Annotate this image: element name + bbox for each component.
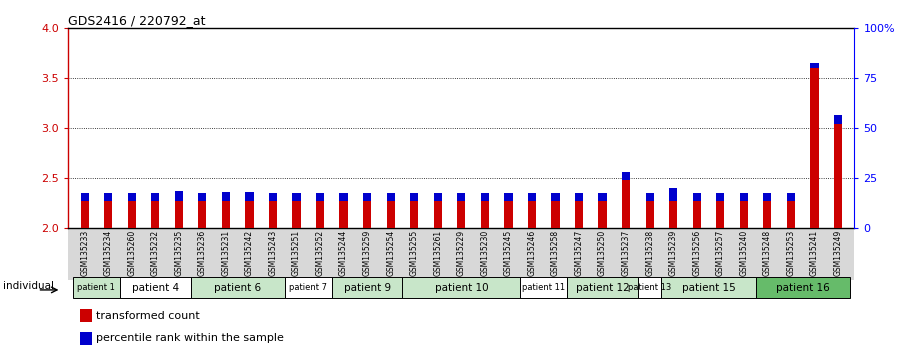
- Bar: [80, 332, 92, 345]
- Text: patient 6: patient 6: [215, 282, 261, 293]
- FancyBboxPatch shape: [567, 277, 638, 298]
- Text: patient 16: patient 16: [775, 282, 830, 293]
- Text: patient 9: patient 9: [344, 282, 391, 293]
- Bar: [457, 201, 465, 228]
- Text: transformed count: transformed count: [96, 311, 200, 321]
- FancyBboxPatch shape: [638, 277, 662, 298]
- Bar: [339, 193, 348, 201]
- Bar: [528, 201, 536, 228]
- Text: patient 13: patient 13: [628, 283, 671, 292]
- Bar: [716, 201, 724, 228]
- Bar: [504, 201, 513, 228]
- Text: patient 7: patient 7: [289, 283, 327, 292]
- Bar: [645, 201, 654, 228]
- Bar: [716, 193, 724, 201]
- Bar: [198, 193, 206, 201]
- Bar: [410, 193, 418, 201]
- Bar: [669, 201, 677, 228]
- Bar: [316, 193, 325, 201]
- Bar: [528, 193, 536, 201]
- Bar: [434, 193, 442, 201]
- Bar: [645, 193, 654, 201]
- Bar: [481, 193, 489, 201]
- Bar: [104, 193, 113, 201]
- Bar: [810, 63, 819, 68]
- Text: GDS2416 / 220792_at: GDS2416 / 220792_at: [68, 14, 205, 27]
- Text: patient 10: patient 10: [435, 282, 488, 293]
- Bar: [834, 115, 842, 124]
- Bar: [316, 201, 325, 228]
- Bar: [363, 193, 371, 201]
- Bar: [269, 193, 277, 201]
- Bar: [222, 192, 230, 201]
- Bar: [504, 193, 513, 201]
- Bar: [740, 193, 748, 201]
- Bar: [151, 193, 159, 201]
- Text: patient 4: patient 4: [132, 282, 179, 293]
- Bar: [481, 201, 489, 228]
- Bar: [81, 201, 89, 228]
- FancyBboxPatch shape: [73, 277, 120, 298]
- Bar: [552, 193, 560, 201]
- Bar: [339, 201, 348, 228]
- Bar: [386, 193, 395, 201]
- Bar: [80, 309, 92, 322]
- Bar: [127, 193, 135, 201]
- Bar: [293, 201, 301, 228]
- Bar: [293, 193, 301, 201]
- Bar: [764, 201, 772, 228]
- Bar: [410, 201, 418, 228]
- FancyBboxPatch shape: [662, 277, 755, 298]
- Bar: [198, 201, 206, 228]
- Bar: [834, 124, 842, 228]
- Bar: [104, 201, 113, 228]
- Bar: [151, 201, 159, 228]
- Text: patient 15: patient 15: [682, 282, 735, 293]
- Bar: [598, 201, 606, 228]
- FancyBboxPatch shape: [755, 277, 850, 298]
- Bar: [386, 201, 395, 228]
- FancyBboxPatch shape: [403, 277, 520, 298]
- Bar: [740, 201, 748, 228]
- FancyBboxPatch shape: [191, 277, 285, 298]
- FancyBboxPatch shape: [285, 277, 332, 298]
- Bar: [81, 193, 89, 201]
- FancyBboxPatch shape: [120, 277, 191, 298]
- Bar: [669, 188, 677, 201]
- Bar: [574, 201, 584, 228]
- Bar: [245, 192, 254, 201]
- Text: percentile rank within the sample: percentile rank within the sample: [96, 333, 285, 343]
- Bar: [363, 201, 371, 228]
- Bar: [175, 201, 183, 228]
- FancyBboxPatch shape: [332, 277, 403, 298]
- Text: patient 1: patient 1: [77, 283, 115, 292]
- Bar: [127, 201, 135, 228]
- Bar: [222, 201, 230, 228]
- Text: patient 11: patient 11: [522, 283, 565, 292]
- Bar: [810, 68, 819, 228]
- Bar: [552, 201, 560, 228]
- Bar: [764, 193, 772, 201]
- Bar: [622, 172, 630, 180]
- Bar: [622, 180, 630, 228]
- Text: patient 12: patient 12: [575, 282, 629, 293]
- Bar: [574, 193, 584, 201]
- Bar: [457, 193, 465, 201]
- Text: individual: individual: [4, 281, 55, 291]
- Bar: [434, 201, 442, 228]
- Bar: [787, 193, 795, 201]
- Bar: [787, 201, 795, 228]
- Bar: [269, 201, 277, 228]
- Bar: [693, 193, 701, 201]
- FancyBboxPatch shape: [520, 277, 567, 298]
- Bar: [245, 201, 254, 228]
- Bar: [693, 201, 701, 228]
- Bar: [175, 191, 183, 201]
- Bar: [598, 193, 606, 201]
